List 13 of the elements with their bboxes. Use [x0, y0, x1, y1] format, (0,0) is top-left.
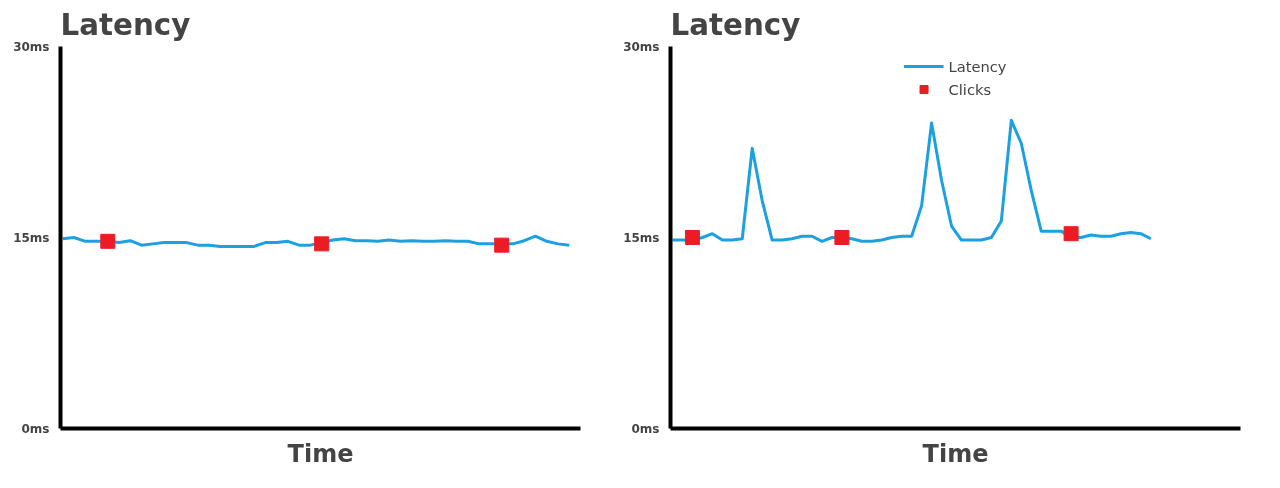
line-series [670, 118, 1153, 243]
x-axis-title: Time [922, 439, 989, 468]
y-tick-label: 0ms [631, 421, 660, 436]
legend-label: Latency [948, 57, 1007, 75]
y-tick-label: 30ms [623, 39, 660, 54]
x-axis-title: Time [287, 439, 354, 468]
legend-label: Clicks [948, 80, 992, 98]
chart-title: Latency [60, 7, 191, 42]
chart-title: Latency [670, 7, 801, 42]
y-tick-label: 30ms [13, 39, 50, 54]
y-tick-label: 0ms [21, 421, 50, 436]
y-tick-label: 15ms [13, 230, 50, 245]
y-tick-label: 15ms [623, 230, 660, 245]
